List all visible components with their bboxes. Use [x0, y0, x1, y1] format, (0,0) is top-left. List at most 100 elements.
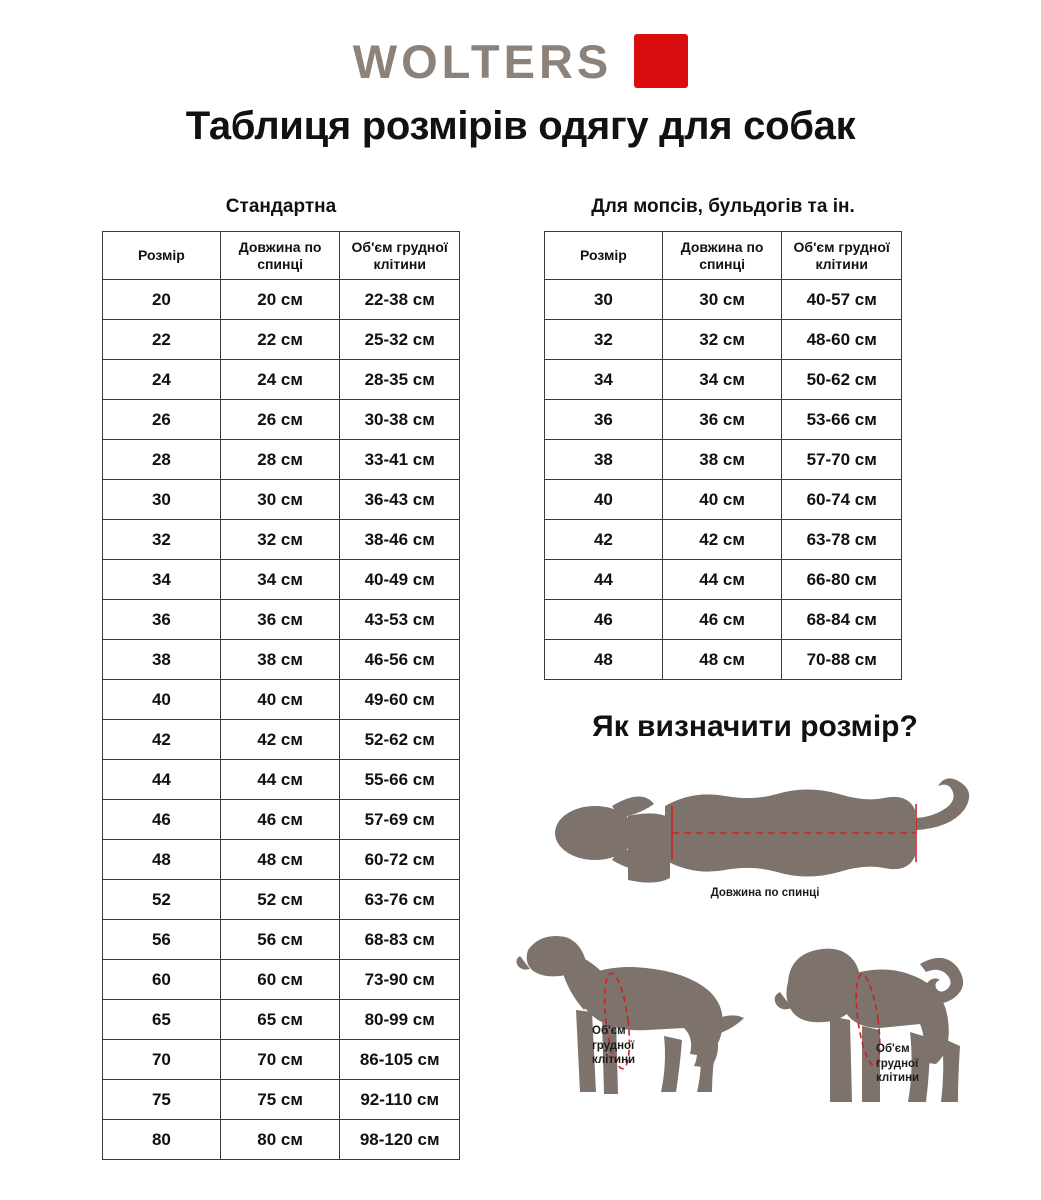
cell-chest-girth: 80-99 см: [339, 999, 460, 1041]
table-row: 36 36 см 43-53 см: [102, 599, 460, 641]
cell-chest-girth: 73-90 см: [339, 959, 460, 1001]
cell-size: 26: [102, 399, 221, 441]
cell-back-length: 30 см: [219, 479, 341, 521]
cell-back-length: 48 см: [219, 839, 341, 881]
standard-table-body: 20 20 см 22-38 см 22 22 см 25-32 см 24 24 см 28-…: [102, 279, 460, 1161]
cell-chest-girth: 92-110 см: [339, 1079, 460, 1121]
cell-chest-girth: 98-120 см: [339, 1119, 460, 1161]
table-row: 80 80 см 98-120 см: [102, 1119, 460, 1161]
cell-back-length: 36 см: [661, 399, 783, 441]
chest-girth-measure-line: [603, 972, 631, 1070]
table-row: 46 46 см 68-84 см: [544, 599, 902, 641]
pugs-size-table-block: Для мопсів, бульдогів та ін. Розмір Довж…: [544, 196, 902, 681]
cell-size: 36: [102, 599, 221, 641]
table-row: 32 32 см 38-46 см: [102, 519, 460, 561]
cell-chest-girth: 50-62 см: [781, 359, 902, 401]
table-row: 44 44 см 55-66 см: [102, 759, 460, 801]
cell-back-length: 30 см: [661, 279, 783, 321]
standard-table-caption: Стандартна: [225, 196, 337, 217]
dog-top-view-icon: [555, 778, 970, 883]
table-row: 26 26 см 30-38 см: [102, 399, 460, 441]
cell-chest-girth: 25-32 см: [339, 319, 460, 361]
cell-size: 48: [102, 839, 221, 881]
table-row: 70 70 см 86-105 см: [102, 1039, 460, 1081]
back-length-measure-line: [671, 804, 917, 862]
cell-chest-girth: 63-76 см: [339, 879, 460, 921]
table-row: 52 52 см 63-76 см: [102, 879, 460, 921]
cell-chest-girth: 53-66 см: [781, 399, 902, 441]
table-row: 40 40 см 49-60 см: [102, 679, 460, 721]
cell-back-length: 40 см: [219, 679, 341, 721]
cell-back-length: 42 см: [219, 719, 341, 761]
cell-back-length: 26 см: [219, 399, 341, 441]
brand-square-icon: [634, 34, 689, 88]
cell-back-length: 40 см: [661, 479, 783, 521]
cell-chest-girth: 33-41 см: [339, 439, 460, 481]
cell-size: 42: [102, 719, 221, 761]
cell-size: 34: [102, 559, 221, 601]
table-row: 38 38 см 46-56 см: [102, 639, 460, 681]
cell-chest-girth: 57-69 см: [339, 799, 460, 841]
table-row: 42 42 см 52-62 см: [102, 719, 460, 761]
table-row: 65 65 см 80-99 см: [102, 999, 460, 1041]
cell-chest-girth: 43-53 см: [339, 599, 460, 641]
cell-size: 30: [544, 279, 663, 321]
table-row: 30 30 см 36-43 см: [102, 479, 460, 521]
brand-wordmark: WOLTERS: [352, 34, 613, 88]
cell-size: 38: [102, 639, 221, 681]
cell-size: 20: [102, 279, 221, 321]
cell-back-length: 46 см: [661, 599, 783, 641]
table-row: 56 56 см 68-83 см: [102, 919, 460, 961]
cell-back-length: 44 см: [219, 759, 341, 801]
table-row: 60 60 см 73-90 см: [102, 959, 460, 1001]
back-length-caption: Довжина по спинці: [710, 887, 820, 899]
chest-girth-caption-pug: Об'єм грудної клітини: [876, 1043, 920, 1085]
cell-chest-girth: 22-38 см: [339, 279, 460, 321]
cell-size: 28: [102, 439, 221, 481]
cell-chest-girth: 40-57 см: [781, 279, 902, 321]
cell-size: 75: [102, 1079, 221, 1121]
how-to-measure-title: Як визначити розмір?: [592, 710, 918, 743]
cell-size: 40: [544, 479, 663, 521]
cell-chest-girth: 68-84 см: [781, 599, 902, 641]
cell-size: 52: [102, 879, 221, 921]
cell-size: 60: [102, 959, 221, 1001]
column-header-chest: Об'єм грудної клітини: [339, 230, 460, 281]
cell-chest-girth: 86-105 см: [339, 1039, 460, 1081]
table-row: 36 36 см 53-66 см: [544, 399, 902, 441]
table-row: 32 32 см 48-60 см: [544, 319, 902, 361]
cell-back-length: 34 см: [661, 359, 783, 401]
pugs-size-table: Розмір Довжина по спинці Об'єм грудної к…: [544, 230, 902, 681]
cell-size: 80: [102, 1119, 221, 1161]
cell-back-length: 44 см: [661, 559, 783, 601]
table-header-row: Розмір Довжина по спинці Об'єм грудної к…: [102, 230, 460, 281]
cell-size: 44: [102, 759, 221, 801]
cell-back-length: 48 см: [661, 639, 783, 681]
brand-header: WOLTERS: [0, 34, 1041, 88]
column-header-length: Довжина по спинці: [661, 230, 783, 281]
cell-back-length: 22 см: [219, 319, 341, 361]
cell-chest-girth: 30-38 см: [339, 399, 460, 441]
cell-back-length: 75 см: [219, 1079, 341, 1121]
cell-chest-girth: 63-78 см: [781, 519, 902, 561]
cell-size: 32: [544, 319, 663, 361]
cell-size: 30: [102, 479, 221, 521]
cell-back-length: 28 см: [219, 439, 341, 481]
chest-girth-caption-big-dog: Об'єм грудної клітини: [592, 1025, 636, 1067]
table-row: 44 44 см 66-80 см: [544, 559, 902, 601]
cell-size: 32: [102, 519, 221, 561]
table-row: 48 48 см 70-88 см: [544, 639, 902, 681]
cell-chest-girth: 55-66 см: [339, 759, 460, 801]
table-row: 22 22 см 25-32 см: [102, 319, 460, 361]
cell-size: 44: [544, 559, 663, 601]
cell-chest-girth: 48-60 см: [781, 319, 902, 361]
cell-size: 46: [544, 599, 663, 641]
table-row: 38 38 см 57-70 см: [544, 439, 902, 481]
cell-chest-girth: 57-70 см: [781, 439, 902, 481]
table-row: 48 48 см 60-72 см: [102, 839, 460, 881]
table-row: 24 24 см 28-35 см: [102, 359, 460, 401]
standard-size-table: Розмір Довжина по спинці Об'єм грудної к…: [102, 230, 460, 1161]
cell-back-length: 38 см: [661, 439, 783, 481]
cell-back-length: 36 см: [219, 599, 341, 641]
chest-girth-measure-line: [855, 973, 881, 1067]
